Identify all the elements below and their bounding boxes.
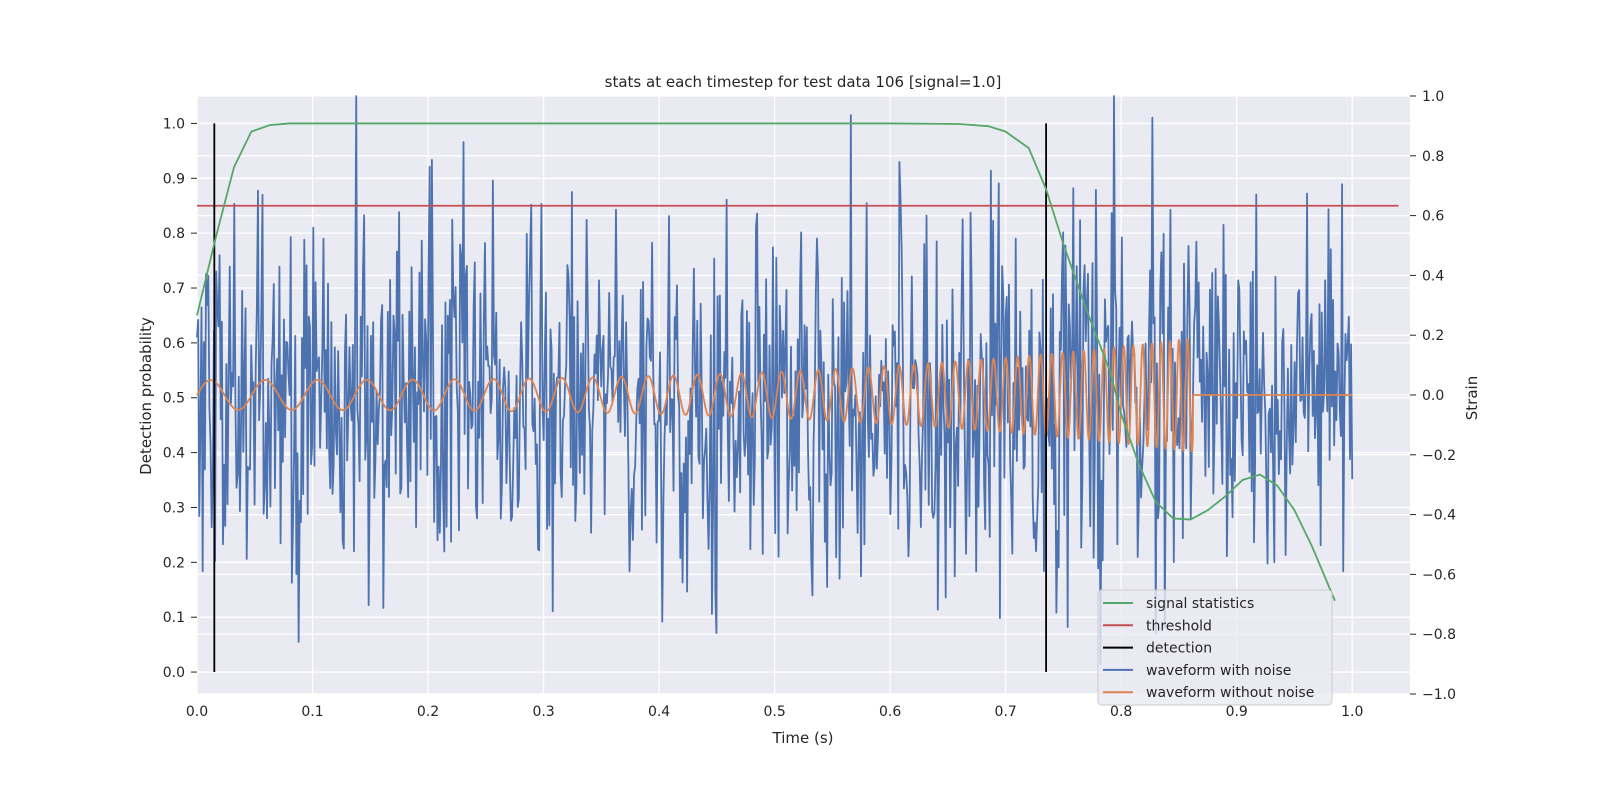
y-tick-label-right: −0.8 xyxy=(1422,627,1456,643)
series-line-signal-statistics xyxy=(196,122,1336,602)
y-axis-label-left: Detection probability xyxy=(137,317,155,475)
x-tick-label: 0.4 xyxy=(648,704,670,720)
x-tick-label: 0.8 xyxy=(1110,704,1132,720)
y-tick-label-left: 0.6 xyxy=(163,336,185,352)
y-tick-label-left: 0.0 xyxy=(163,665,185,681)
y-tick-label-left: 0.5 xyxy=(163,391,185,407)
y-tick-label-right: 0.4 xyxy=(1422,268,1444,284)
chart-title: stats at each timestep for test data 106… xyxy=(605,73,1002,91)
y-tick-label-left: 0.4 xyxy=(163,446,185,462)
x-tick-label: 0.3 xyxy=(532,704,554,720)
legend-label: threshold xyxy=(1146,618,1212,634)
y-tick-label-left: 0.3 xyxy=(163,500,185,516)
series-line-waveform-with-noise xyxy=(196,95,1354,666)
x-tick-label: 0.1 xyxy=(301,704,323,720)
y-tick-label-left: 1.0 xyxy=(163,116,185,132)
legend-label: waveform without noise xyxy=(1146,685,1314,701)
x-tick-label: 0.7 xyxy=(995,704,1017,720)
legend: signal statistics threshold detection wavef… xyxy=(1097,589,1333,706)
y-tick-label-right: −0.4 xyxy=(1422,508,1456,524)
y-tick-label-left: 0.2 xyxy=(163,555,185,571)
y-tick-label-right: 0.2 xyxy=(1422,328,1444,344)
series-line-waveform-without-noise xyxy=(196,337,1353,453)
y-tick-label-right: 0.6 xyxy=(1422,209,1444,225)
series-layer xyxy=(196,95,1399,673)
x-tick-label: 0.6 xyxy=(879,704,901,720)
x-tick-label: 0.0 xyxy=(186,704,208,720)
x-tick-label: 1.0 xyxy=(1341,704,1363,720)
legend-box xyxy=(1097,589,1333,706)
y-tick-label-right: −0.6 xyxy=(1422,567,1456,583)
x-tick-label: 0.5 xyxy=(763,704,785,720)
y-tick-label-right: 0.0 xyxy=(1422,388,1444,404)
y-tick-label-right: 0.8 xyxy=(1422,149,1444,165)
y-tick-label-left: 0.7 xyxy=(163,281,185,297)
x-tick-label: 0.2 xyxy=(417,704,439,720)
y-tick-label-left: 0.9 xyxy=(163,171,185,187)
x-tick-label: 0.9 xyxy=(1226,704,1248,720)
y-tick-label-right: −1.0 xyxy=(1422,687,1456,703)
legend-items: signal statistics threshold detection wavef… xyxy=(1103,596,1314,701)
legend-label: detection xyxy=(1146,641,1212,657)
y-tick-label-right: −0.2 xyxy=(1422,448,1456,464)
y-tick-label-left: 0.1 xyxy=(163,610,185,626)
legend-label: signal statistics xyxy=(1146,596,1254,612)
x-axis-label: Time (s) xyxy=(772,729,834,747)
ticks-layer: 0.0 0.1 0.2 0.3 0.4 0.5 0.6 0.7 0.8 0.9 1.0 0.0 0.1 0… xyxy=(163,89,1456,720)
legend-label: waveform with noise xyxy=(1146,663,1291,679)
y-axis-label-right: Strain xyxy=(1463,376,1481,420)
y-tick-label-left: 0.8 xyxy=(163,226,185,242)
y-tick-label-right: 1.0 xyxy=(1422,89,1444,105)
